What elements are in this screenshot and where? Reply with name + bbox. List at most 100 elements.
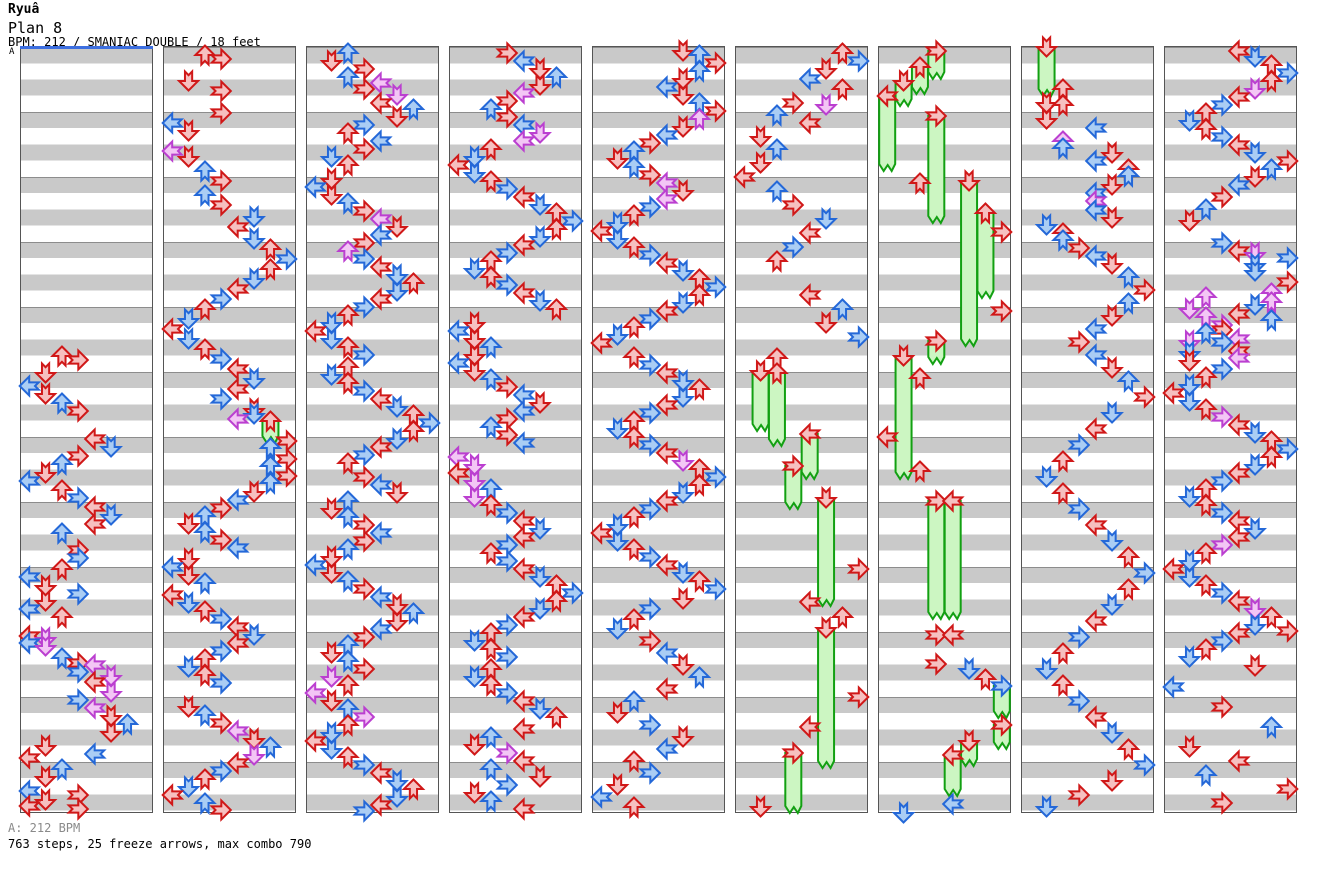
note-arrow-d <box>242 267 266 290</box>
note-arrow-d <box>671 179 695 202</box>
freeze-arrow-body <box>817 497 836 608</box>
note-arrow-u <box>544 218 569 241</box>
note-arrow-d <box>462 311 487 334</box>
note-arrow-u <box>1194 638 1218 661</box>
note-arrow-d <box>671 449 695 472</box>
note-arrow-r <box>703 275 727 299</box>
note-arrow-d <box>1243 141 1267 164</box>
note-arrow-d <box>528 391 552 414</box>
note-arrow-d <box>462 665 487 688</box>
note-arrow-d <box>319 737 344 760</box>
note-arrow-l <box>1162 381 1186 405</box>
note-arrow-d <box>462 343 487 366</box>
note-arrow-r <box>924 489 948 513</box>
note-arrow-d <box>671 259 695 282</box>
note-arrow-u <box>336 154 360 177</box>
note-arrow-r <box>495 423 519 447</box>
note-arrow-d <box>528 73 552 96</box>
note-arrow-d <box>99 680 123 703</box>
note-arrow-d <box>176 563 201 586</box>
note-arrow-d <box>814 486 838 509</box>
note-arrow-l <box>1084 244 1108 268</box>
note-arrow-u <box>1194 398 1218 421</box>
note-arrow-d <box>242 480 266 503</box>
note-arrow-r <box>209 347 233 371</box>
note-arrow-l <box>1227 85 1251 109</box>
note-arrow-d <box>528 57 552 80</box>
freeze-arrow-body <box>1037 46 1056 98</box>
note-arrow-u <box>258 736 283 759</box>
note-arrow-d <box>671 83 695 106</box>
note-layer <box>304 42 441 823</box>
note-arrow-d <box>605 513 630 536</box>
note-arrow-r <box>638 353 662 377</box>
note-arrow-r <box>1210 581 1234 605</box>
note-arrow-r <box>417 411 441 435</box>
note-arrow-l <box>369 761 393 785</box>
note-arrow-r <box>66 688 90 712</box>
note-arrow-d <box>319 561 344 584</box>
note-arrow-u <box>687 60 712 83</box>
note-arrow-r <box>781 235 805 259</box>
note-arrow-r <box>989 299 1013 323</box>
note-arrow-l <box>226 215 250 239</box>
note-arrow-r <box>66 660 90 684</box>
note-arrow-l <box>226 377 250 401</box>
note-arrow-u <box>479 266 503 289</box>
note-arrow-d <box>33 589 58 612</box>
note-arrow-d <box>176 327 201 350</box>
note-arrow-u <box>193 160 217 183</box>
note-arrow-d <box>891 801 916 824</box>
note-arrow-d <box>385 481 409 504</box>
note-arrow-r <box>495 645 519 669</box>
note-arrow-l <box>798 590 822 614</box>
note-arrow-d <box>605 417 630 440</box>
note-arrow-d <box>1243 597 1267 620</box>
note-arrow-d <box>1243 165 1267 188</box>
note-arrow-d <box>1243 517 1267 540</box>
note-arrow-r <box>1210 357 1234 381</box>
artist-title: Ryuâ <box>8 2 40 17</box>
note-layer <box>447 41 584 821</box>
note-arrow-r <box>989 713 1013 737</box>
note-arrow-d <box>33 765 58 788</box>
note-arrow-r <box>1067 236 1091 260</box>
note-arrow-r <box>209 169 233 193</box>
note-arrow-l <box>161 783 185 807</box>
note-arrow-d <box>99 664 123 687</box>
note-arrow-d <box>1100 141 1124 164</box>
note-arrow-r <box>1067 689 1091 713</box>
note-arrow-d <box>671 115 695 138</box>
note-arrow-u <box>765 138 789 161</box>
note-arrow-d <box>605 617 630 640</box>
note-arrow-l <box>369 435 393 459</box>
note-arrow-u <box>544 66 569 89</box>
note-arrow-r <box>66 399 90 423</box>
note-arrow-l <box>83 742 107 766</box>
note-arrow-d <box>33 382 58 405</box>
note-arrow-r <box>1210 501 1234 525</box>
note-arrow-u <box>1051 674 1075 697</box>
note-arrow-d <box>1177 340 1202 363</box>
note-arrow-r <box>352 57 376 81</box>
note-arrow-d <box>99 503 123 526</box>
note-arrow-u <box>830 298 855 321</box>
note-arrow-r <box>1132 561 1156 585</box>
note-arrow-d <box>176 119 201 142</box>
note-arrow-d <box>605 529 630 552</box>
note-arrow-u <box>544 590 569 613</box>
note-arrow-d <box>1100 252 1124 275</box>
note-arrow-r <box>560 209 584 233</box>
note-arrow-u <box>479 542 503 565</box>
note-arrow-u <box>1259 291 1284 314</box>
note-arrow-d <box>1034 213 1059 236</box>
note-arrow-l <box>369 521 393 545</box>
note-arrow-r <box>1210 330 1234 354</box>
note-arrow-r <box>209 387 233 411</box>
note-arrow-u <box>1051 482 1075 505</box>
note-arrow-r <box>1210 185 1234 209</box>
note-arrow-l <box>226 751 250 775</box>
note-arrow-u <box>479 336 503 359</box>
note-arrow-d <box>33 634 58 657</box>
note-arrow-d <box>33 626 58 649</box>
